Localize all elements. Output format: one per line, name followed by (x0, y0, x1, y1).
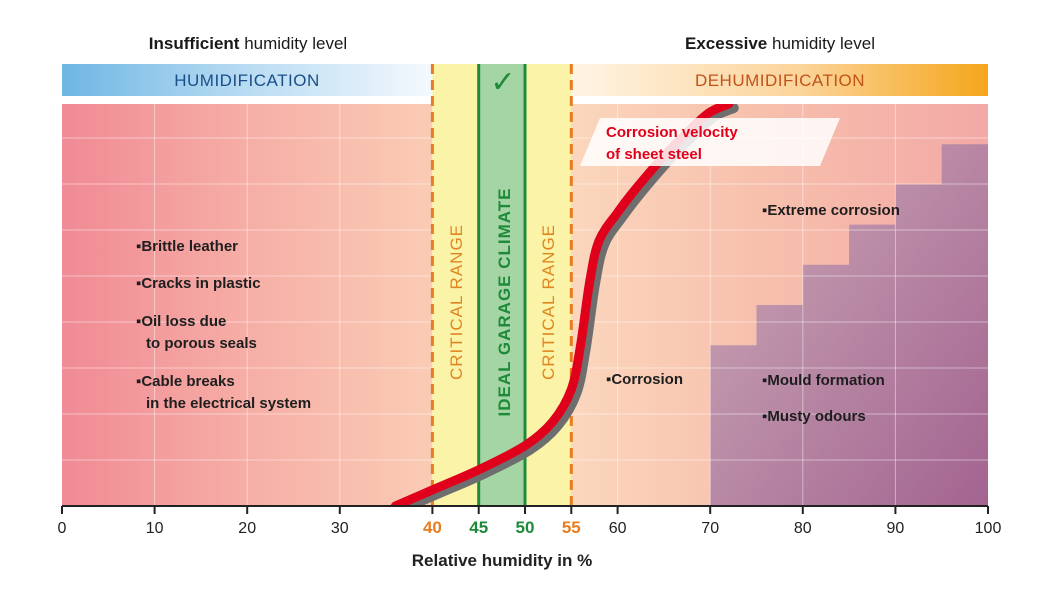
note-oil-loss: ▪Oil loss due (136, 313, 226, 330)
humidification-band (62, 64, 433, 96)
x-tick-label: 80 (794, 520, 812, 537)
dehumidification-band (571, 64, 988, 96)
x-tick-label: 55 (562, 518, 581, 537)
x-tick-label: 30 (331, 520, 349, 537)
x-tick-label: 10 (146, 520, 164, 537)
x-tick-label: 20 (238, 520, 256, 537)
dehumidification-label: DEHUMIDIFICATION (695, 71, 865, 90)
note-oil-loss-line2: to porous seals (146, 335, 257, 352)
critical-range-left-label: CRITICAL RANGE (447, 224, 466, 380)
x-tick-label: 45 (469, 518, 488, 537)
note-cracks-plastic: ▪Cracks in plastic (136, 275, 261, 292)
curve-label-line1: Corrosion velocity (606, 124, 738, 141)
x-tick-label: 40 (423, 518, 442, 537)
header-excessive: Excessive humidity level (685, 34, 875, 53)
note-cable-breaks-line2: in the electrical system (146, 395, 311, 412)
x-tick-label: 90 (887, 520, 905, 537)
note-cable-breaks: ▪Cable breaks (136, 373, 235, 390)
ideal-range (478, 64, 525, 506)
x-axis-ticks: 0 10 20 30 40 45 50 55 60 70 80 90 100 (58, 506, 1002, 537)
critical-range-left (432, 64, 479, 506)
header-insufficient: Insufficient humidity level (149, 34, 347, 53)
x-tick-label: 100 (975, 520, 1002, 537)
note-corrosion: ▪Corrosion (606, 371, 683, 388)
note-brittle-leather: ▪Brittle leather (136, 238, 238, 255)
x-axis-label: Relative humidity in % (412, 551, 592, 570)
ideal-garage-climate-label: IDEAL GARAGE CLIMATE (495, 187, 514, 416)
note-extreme-corrosion: ▪Extreme corrosion (762, 202, 900, 219)
critical-range-right-label: CRITICAL RANGE (539, 224, 558, 380)
mould-zone (710, 144, 988, 506)
x-tick-label: 0 (58, 520, 67, 537)
left-notes: ▪Brittle leather ▪Cracks in plastic ▪Oil… (136, 238, 311, 412)
note-mould-formation: ▪Mould formation (762, 372, 885, 389)
curve-label-box (580, 118, 840, 166)
x-tick-label: 70 (701, 520, 719, 537)
humidification-label: HUMIDIFICATION (174, 71, 320, 90)
x-tick-label: 50 (516, 518, 535, 537)
curve-label-line2: of sheet steel (606, 146, 702, 163)
x-tick-label: 60 (609, 520, 627, 537)
check-icon: ✓ (490, 66, 515, 99)
note-musty-odours: ▪Musty odours (762, 408, 866, 425)
